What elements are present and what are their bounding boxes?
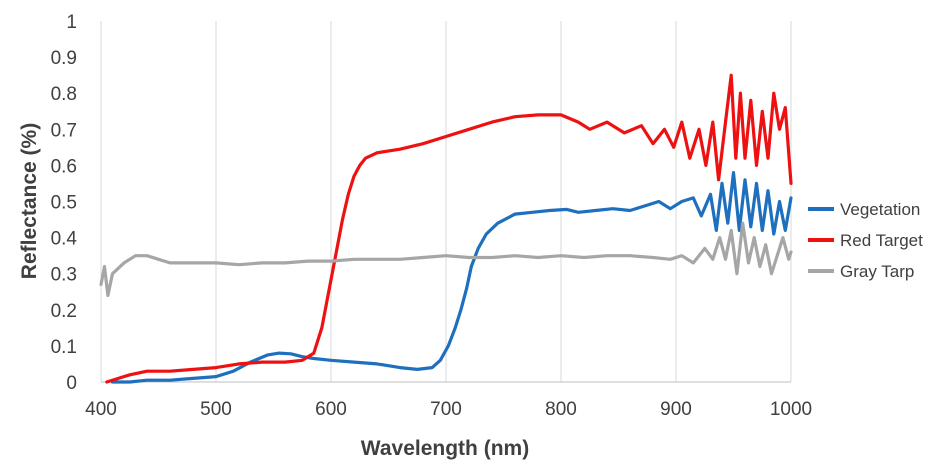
y-tick-label: 0.6 bbox=[51, 156, 77, 177]
x-tick-label: 700 bbox=[430, 399, 462, 420]
y-tick-label: 0.9 bbox=[51, 48, 77, 69]
tick-labels: 400 500 600 700 800 900 1000 0 0.1 0.2 0.3 0.4 0.5 0.… bbox=[51, 12, 813, 420]
y-tick-label: 0.7 bbox=[51, 120, 77, 141]
x-tick-label: 900 bbox=[660, 399, 692, 420]
legend-label: Gray Tarp bbox=[840, 262, 914, 281]
series bbox=[99, 73, 793, 384]
x-axis-title: Wavelength (nm) bbox=[361, 437, 529, 460]
legend: Vegetation Red Target Gray Tarp bbox=[808, 200, 923, 281]
y-tick-label: 0.3 bbox=[51, 265, 77, 286]
x-tick-label: 1000 bbox=[770, 399, 812, 420]
y-tick-label: 1 bbox=[66, 12, 77, 33]
y-axis-title: Reflectance (%) bbox=[18, 123, 41, 279]
y-tick-label: 0.5 bbox=[51, 193, 77, 214]
y-tick-label: 0 bbox=[66, 373, 77, 394]
series-line-vegetation bbox=[110, 171, 793, 384]
x-tick-label: 600 bbox=[315, 399, 347, 420]
x-tick-label: 400 bbox=[85, 399, 117, 420]
legend-label: Vegetation bbox=[840, 200, 920, 219]
axes bbox=[100, 21, 791, 383]
series-line-red-target bbox=[105, 73, 793, 384]
grid bbox=[215, 21, 792, 382]
y-tick-label: 0.8 bbox=[51, 84, 77, 105]
y-tick-label: 0.4 bbox=[51, 229, 78, 250]
y-tick-label: 0.1 bbox=[51, 337, 77, 358]
x-tick-label: 500 bbox=[200, 399, 232, 420]
legend-label: Red Target bbox=[840, 231, 923, 250]
x-tick-label: 800 bbox=[545, 399, 577, 420]
y-tick-label: 0.2 bbox=[51, 301, 77, 322]
series-line-gray-tarp bbox=[99, 221, 793, 297]
